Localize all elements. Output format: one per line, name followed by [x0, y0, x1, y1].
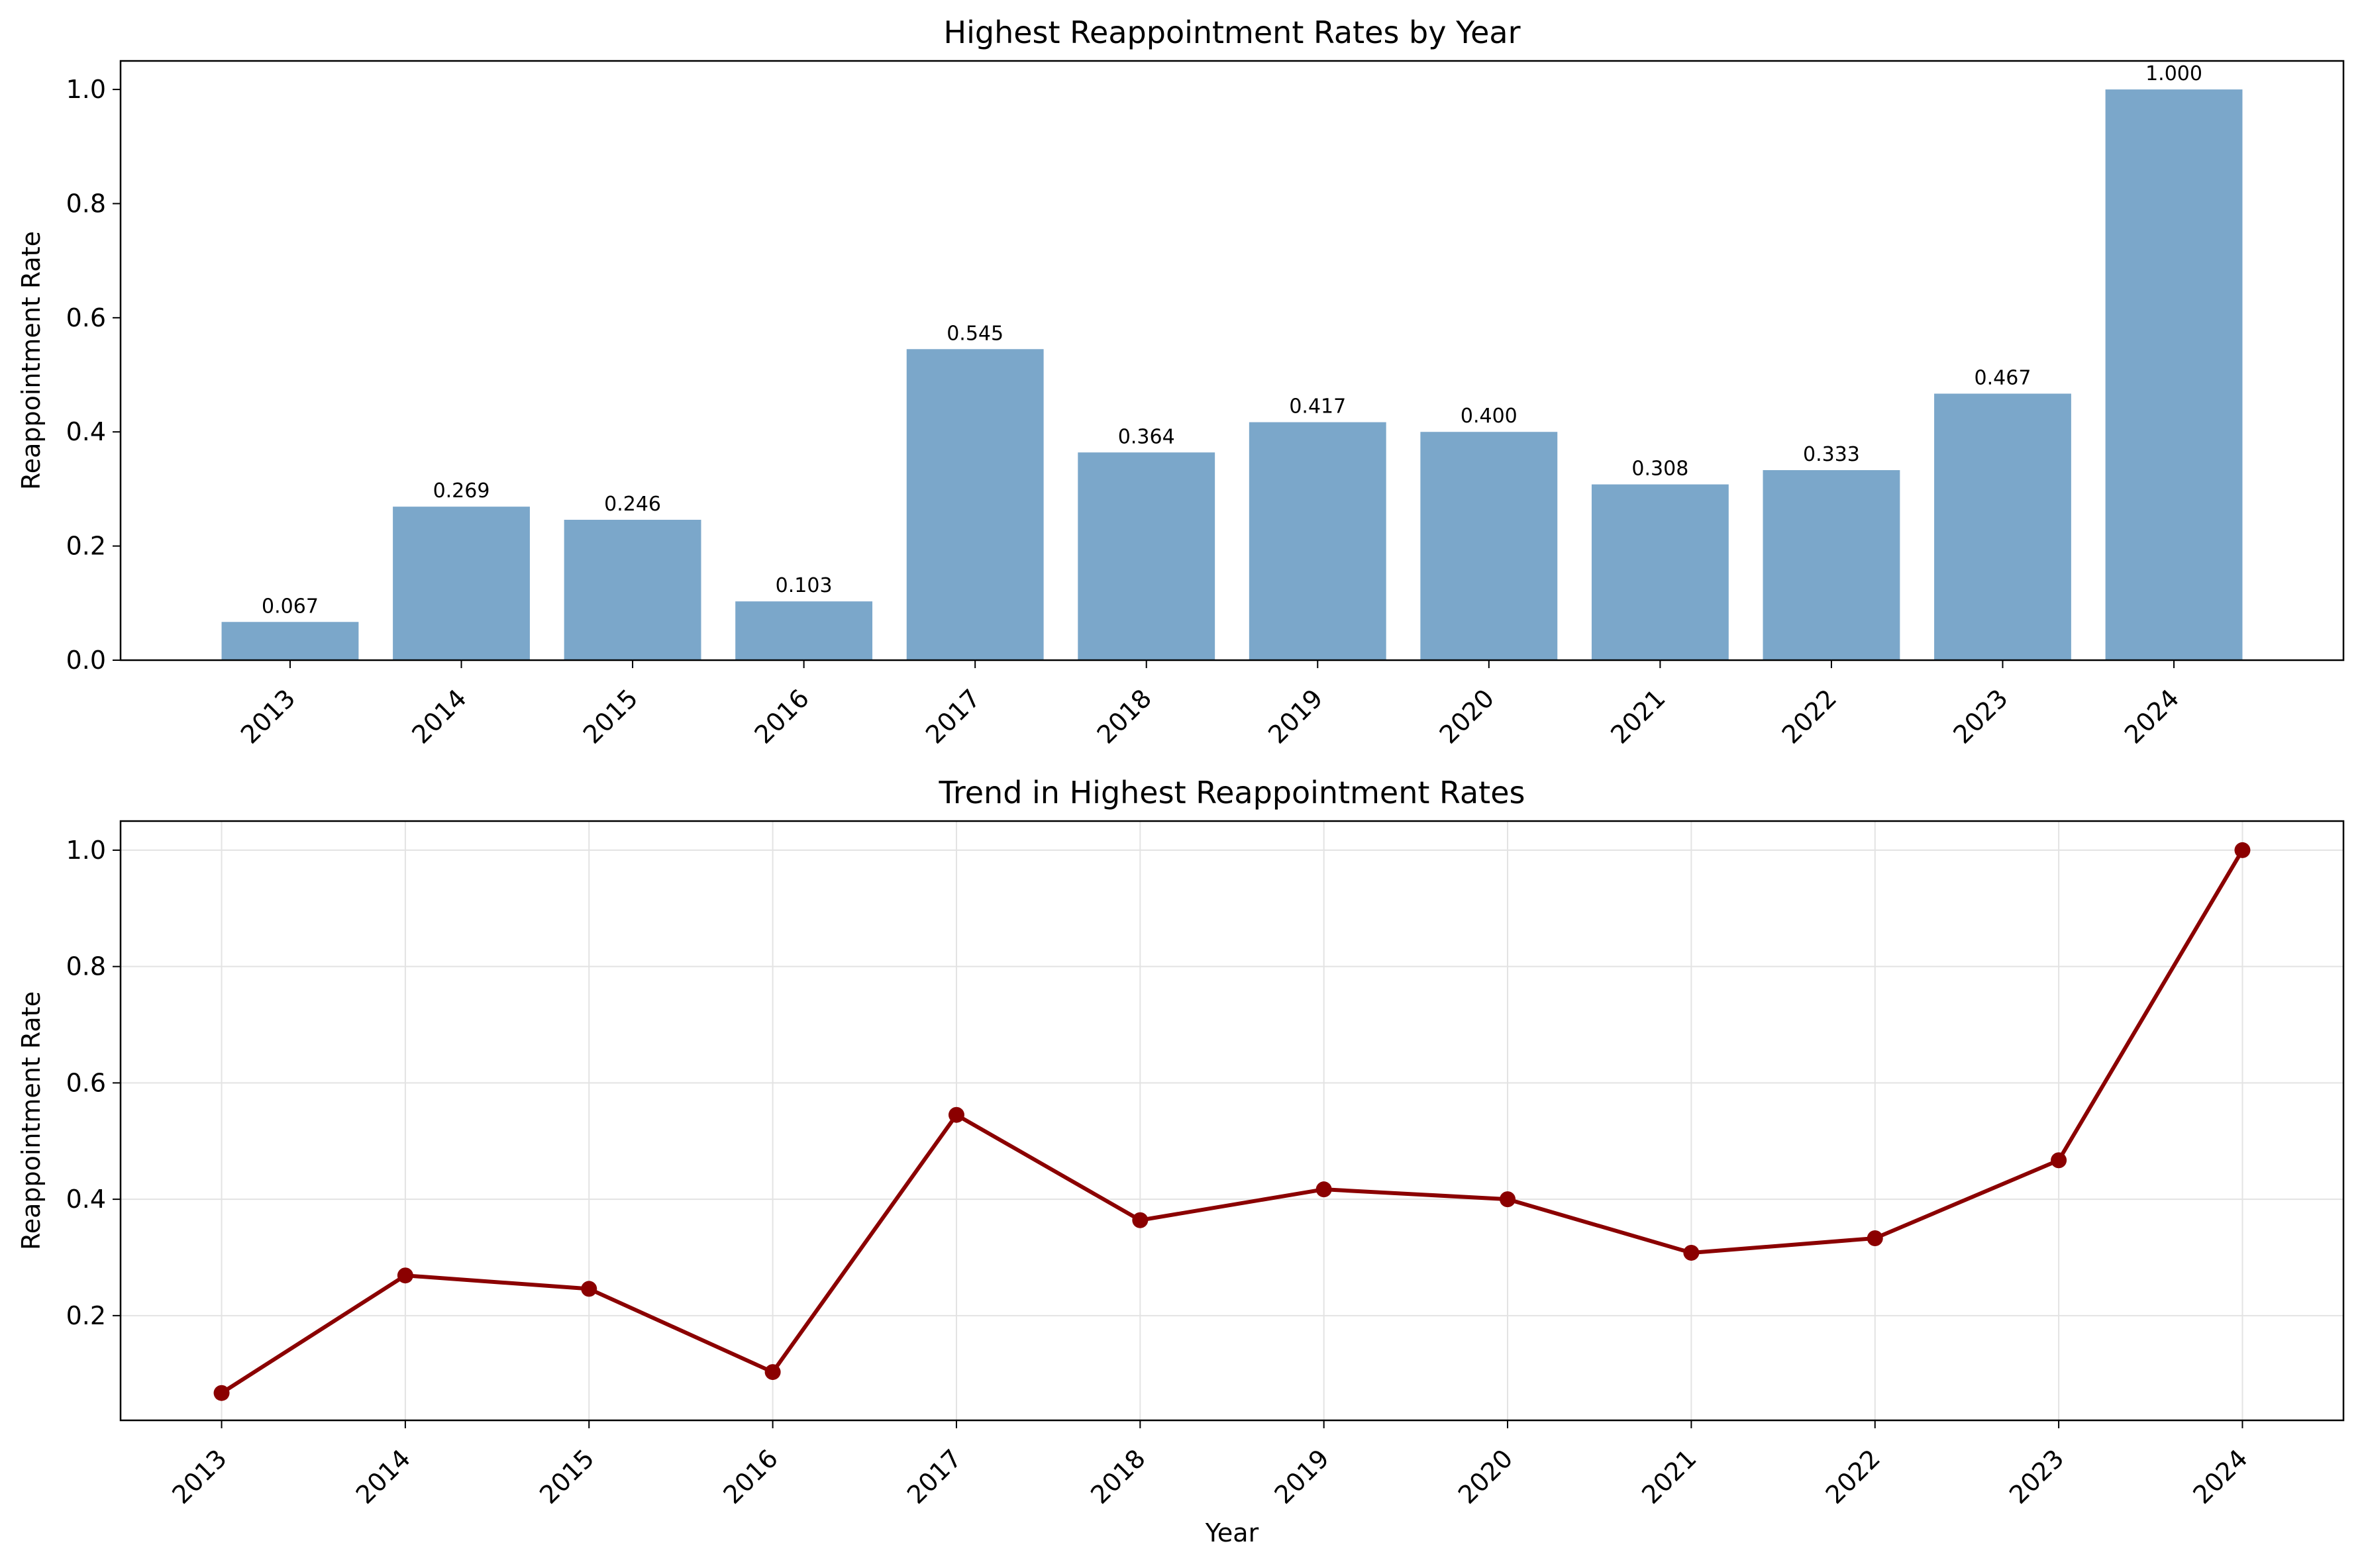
- bar-xtick-label-2014: 2014: [406, 683, 472, 750]
- bar-xtick-label-2020: 2020: [1434, 683, 1500, 750]
- bar-xtick-label-2019: 2019: [1262, 683, 1329, 750]
- bar-xtick-label-2024: 2024: [2119, 683, 2185, 750]
- point-2014: [397, 1267, 413, 1284]
- bar-ytick-label-0.2: 0.2: [66, 532, 106, 561]
- line-chart-title: Trend in Highest Reappointment Rates: [939, 775, 1525, 810]
- line-xtick-label-2014: 2014: [350, 1444, 417, 1510]
- bar-xtick-label-2023: 2023: [1947, 683, 2014, 750]
- bar-2015: [564, 519, 701, 660]
- bar-value-label-2013: 0.067: [262, 595, 319, 618]
- bar-value-label-2017: 0.545: [947, 322, 1003, 345]
- line-x-axis-label: Year: [1205, 1518, 1259, 1547]
- bar-plot-frame: [119, 60, 2345, 662]
- bar-value-label-2021: 0.308: [1631, 458, 1688, 481]
- bar-value-label-2023: 0.467: [1975, 366, 2031, 389]
- bar-value-label-2016: 0.103: [776, 574, 833, 597]
- bar-xtick-label-2022: 2022: [1776, 683, 1843, 750]
- line-y-axis-label: Reappointment Rate: [17, 991, 46, 1250]
- bar-ytick-label-1.0: 1.0: [66, 75, 106, 104]
- bar-ytick-label-0.8: 0.8: [66, 189, 106, 218]
- line-xtick-label-2024: 2024: [2187, 1444, 2253, 1510]
- line-xtick-label-2017: 2017: [901, 1444, 968, 1510]
- line-chart-panel: 0.2 0.4 0.6 0.8 1.0 2013 2014 2015 2016 2017 2018 2…: [17, 775, 2345, 1547]
- line-plot-frame: [119, 820, 2345, 1422]
- line-ytick-label-0.2: 0.2: [66, 1301, 106, 1330]
- bar-xtick-label-2017: 2017: [920, 683, 986, 750]
- bar-value-label-2024: 1.000: [2145, 62, 2202, 85]
- point-2020: [1500, 1191, 1516, 1208]
- bar-2024: [2105, 89, 2243, 661]
- bar-value-label-2020: 0.400: [1461, 405, 1517, 428]
- point-2024: [2234, 842, 2251, 858]
- line-xtick-label-2020: 2020: [1453, 1444, 1519, 1510]
- bar-2013: [221, 622, 359, 660]
- bar-chart-panel: 0.067 0.269 0.246 0.103 0.545 0.364 0.417 0.400…: [17, 15, 2345, 750]
- line-xtick-label-2023: 2023: [2004, 1444, 2070, 1510]
- bar-xtick-label-2018: 2018: [1092, 683, 1158, 750]
- bar-2021: [1591, 484, 1729, 660]
- bar-xtick-label-2016: 2016: [748, 683, 815, 750]
- bar-2019: [1249, 422, 1386, 660]
- point-2023: [2051, 1152, 2067, 1169]
- line-xtick-label-2018: 2018: [1085, 1444, 1151, 1510]
- bar-ytick-label-0.4: 0.4: [66, 417, 106, 446]
- bar-2018: [1078, 452, 1215, 660]
- bar-value-label-2019: 0.417: [1289, 395, 1346, 418]
- bar-xtick-label-2013: 2013: [235, 683, 301, 750]
- bar-value-label-2015: 0.246: [604, 493, 661, 516]
- line-xtick-label-2016: 2016: [717, 1444, 784, 1510]
- point-2019: [1315, 1181, 1332, 1198]
- bar-value-label-2014: 0.269: [433, 479, 490, 503]
- line-xtick-label-2022: 2022: [1820, 1444, 1886, 1510]
- bar-ytick-label-0.0: 0.0: [66, 646, 106, 675]
- bar-2023: [1934, 393, 2071, 660]
- bar-2017: [906, 349, 1044, 660]
- line-xtick-label-2021: 2021: [1636, 1444, 1702, 1510]
- bar-2020: [1420, 432, 1558, 660]
- line-ytick-label-0.4: 0.4: [66, 1185, 106, 1214]
- line-xtick-label-2013: 2013: [166, 1444, 232, 1510]
- bar-value-label-2018: 0.364: [1118, 425, 1175, 448]
- line-ytick-label-1.0: 1.0: [66, 836, 106, 865]
- bar-y-axis-label: Reappointment Rate: [17, 231, 46, 490]
- bar-value-label-2022: 0.333: [1803, 443, 1860, 466]
- point-2022: [1867, 1230, 1883, 1246]
- line-xtick-label-2019: 2019: [1269, 1444, 1335, 1510]
- point-2021: [1683, 1244, 1700, 1261]
- point-2018: [1132, 1212, 1149, 1228]
- bar-xtick-label-2021: 2021: [1605, 683, 1671, 750]
- line-ytick-label-0.6: 0.6: [66, 1068, 106, 1097]
- point-2013: [213, 1385, 230, 1401]
- point-2017: [948, 1106, 964, 1123]
- bar-2016: [735, 601, 873, 660]
- bar-chart-title: Highest Reappointment Rates by Year: [944, 15, 1521, 50]
- trend-line: [220, 849, 2245, 1395]
- bar-xtick-label-2015: 2015: [578, 683, 644, 750]
- point-2015: [581, 1281, 597, 1297]
- point-2016: [764, 1364, 781, 1381]
- line-xtick-label-2015: 2015: [534, 1444, 600, 1510]
- bar-ytick-label-0.6: 0.6: [66, 303, 106, 332]
- line-ytick-label-0.8: 0.8: [66, 952, 106, 981]
- bar-2014: [393, 507, 530, 660]
- bar-2022: [1763, 469, 1900, 660]
